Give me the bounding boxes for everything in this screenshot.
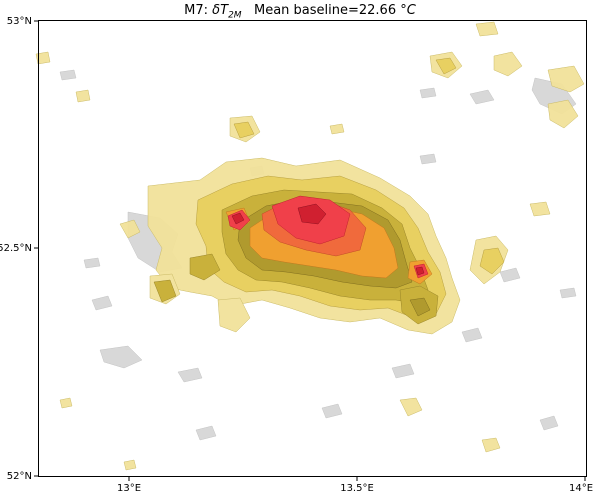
patch-e-small [529,201,551,217]
lake-small-6 [499,267,521,283]
lat-label-52: 52°N [7,471,32,482]
contour-deep-red [231,203,425,276]
patch-northeast-4 [547,99,579,129]
lon-label-14: 14°E [569,483,593,493]
title-model: M7: [184,3,209,18]
title-symbol: δT2M [212,3,242,21]
lake-small-4 [59,69,77,81]
patch-south-small-4 [123,459,137,471]
core-east [415,266,425,276]
patch-sw-olive [153,279,177,303]
patch-south-small-2 [481,437,501,453]
patch-west-small [119,219,141,239]
lon-label-13-5: 13.5°E [340,483,374,493]
lake-small-3 [195,425,217,441]
patch-northeast-3 [547,65,585,93]
lake-small-12 [419,87,437,99]
patch-east-yellow [479,247,505,275]
patch-ne-yellow [435,57,457,75]
lake-small-10 [321,403,343,419]
lon-label-13: 13°E [117,483,141,493]
patch-west-olive [189,253,221,281]
map-frame [38,20,587,477]
lake-small-1 [469,89,495,105]
lake-small-5 [391,363,415,379]
patch-southwest [217,297,251,333]
core-center [297,203,327,225]
lake-small-15 [419,153,437,165]
patch-se-dark [409,297,431,317]
lake-small-9 [539,415,559,431]
title-unit: °C [400,3,416,18]
lat-ticks [34,20,38,477]
title-baseline: Mean baseline=22.66 [253,3,397,18]
lake-small-13 [83,257,101,269]
map-title: M7: δT2M Mean baseline=22.66 °C [0,3,600,21]
patch-south-small-1 [399,397,423,417]
patch-n-yellow [233,121,255,139]
lat-label-52-5: 52.5°N [0,243,32,254]
patch-northeast-2 [493,51,523,77]
lake-small-2 [177,367,203,383]
patch-nw-small [35,51,51,65]
patch-n-small [329,123,345,135]
lat-label-53: 53°N [7,16,32,27]
lon-ticks [128,477,586,481]
patch-south-small-3 [59,397,73,409]
patch-ne-small [475,21,499,37]
patch-w-small [75,89,91,103]
core-west [231,212,245,225]
lake-small-7 [91,295,113,311]
lake-small-14 [559,287,577,299]
lake-small-8 [461,327,483,343]
lake-southwest [99,345,143,369]
